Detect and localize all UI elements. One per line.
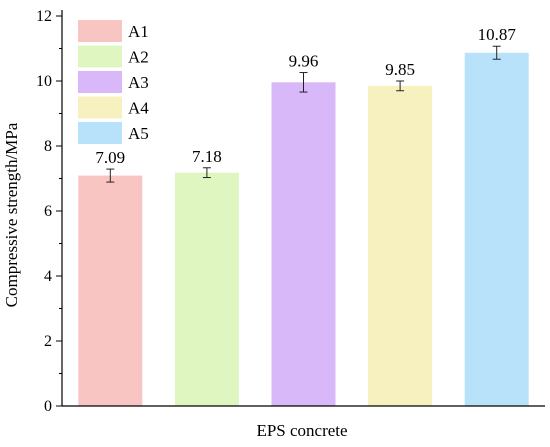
error-bar-a5: [492, 45, 501, 60]
legend-swatch-a1: [78, 20, 122, 42]
y-tick-label: 10: [36, 73, 52, 90]
error-bars: [106, 45, 501, 183]
x-axis-title: EPS concrete: [256, 421, 347, 440]
legend-swatch-a4: [78, 96, 122, 119]
error-bar-a2: [202, 167, 211, 179]
bar-a1: [78, 175, 143, 406]
legend-label-a5: A5: [128, 124, 149, 143]
y-tick-label: 6: [44, 203, 52, 220]
bars: [78, 52, 529, 407]
data-label-a5: 10.87: [478, 25, 517, 44]
y-tick-label: 2: [44, 333, 52, 350]
bar-a4: [368, 85, 433, 406]
legend-swatch-a3: [78, 71, 122, 93]
bar-a3: [271, 82, 336, 407]
legend-label-a4: A4: [128, 99, 149, 118]
y-tick-label: 4: [44, 268, 52, 285]
error-bar-a4: [396, 80, 405, 92]
y-tick-label: 8: [44, 138, 52, 155]
legend-label-a1: A1: [128, 22, 149, 41]
error-bar-a1: [106, 168, 115, 183]
bar-a2: [174, 172, 239, 406]
y-tick-label: 12: [36, 8, 52, 25]
data-label-a2: 7.18: [192, 147, 222, 166]
y-tick-label: 0: [44, 398, 52, 415]
data-label-a1: 7.09: [95, 148, 125, 167]
legend: A1 A2 A3 A4 A5: [78, 20, 149, 144]
legend-label-a3: A3: [128, 73, 149, 92]
error-bar-a3: [299, 72, 308, 93]
legend-label-a2: A2: [128, 48, 149, 67]
legend-swatch-a5: [78, 122, 122, 144]
axes: 0 2 4 6 8 10 12: [36, 8, 545, 415]
data-labels: 7.09 7.18 9.96 9.85 10.87: [95, 25, 516, 167]
legend-swatch-a2: [78, 45, 122, 68]
bar-a5: [464, 52, 529, 406]
data-label-a3: 9.96: [289, 52, 319, 71]
data-label-a4: 9.85: [385, 60, 415, 79]
y-axis-title: Compressive strength/MPa: [2, 122, 21, 307]
